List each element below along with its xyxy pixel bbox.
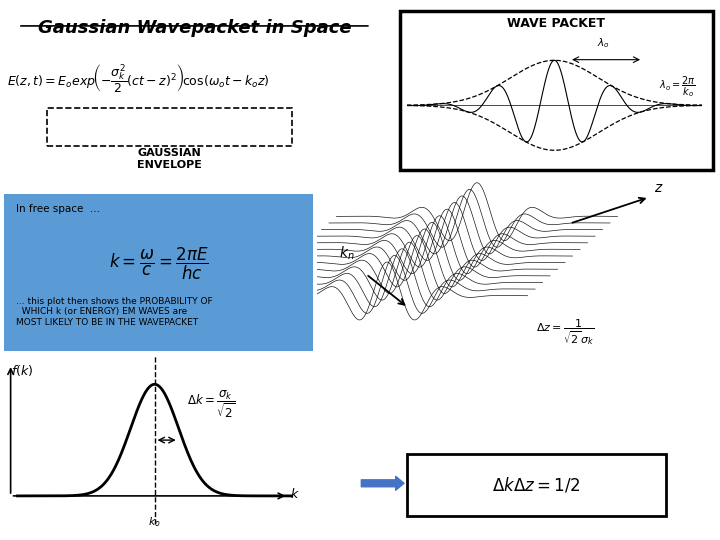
- Text: $\Delta k = \dfrac{\sigma_k}{\sqrt{2}}$: $\Delta k = \dfrac{\sigma_k}{\sqrt{2}}$: [187, 389, 235, 420]
- Text: $\lambda_o = \dfrac{2\pi}{k_o}$: $\lambda_o = \dfrac{2\pi}{k_o}$: [660, 74, 696, 99]
- Text: ... this plot then shows the PROBABILITY OF
  WHICH k (or ENERGY) EM WAVES are
M: ... this plot then shows the PROBABILITY…: [16, 297, 212, 327]
- Text: $k$: $k$: [290, 487, 300, 501]
- Bar: [400, 11, 713, 170]
- Text: $\lambda_o$: $\lambda_o$: [597, 36, 609, 50]
- Bar: [407, 454, 666, 516]
- FancyBboxPatch shape: [4, 194, 313, 351]
- Text: WAVE PACKET: WAVE PACKET: [507, 17, 606, 30]
- Text: $k_o$: $k_o$: [148, 515, 161, 529]
- Text: $\Delta k \Delta z = 1/2$: $\Delta k \Delta z = 1/2$: [492, 475, 580, 494]
- Text: $k_n$: $k_n$: [339, 245, 355, 262]
- Text: $\Delta z = \dfrac{1}{\sqrt{2}\,\sigma_k}$: $\Delta z = \dfrac{1}{\sqrt{2}\,\sigma_k…: [536, 318, 595, 347]
- Text: z: z: [654, 181, 662, 195]
- Text: GAUSSIAN
ENVELOPE: GAUSSIAN ENVELOPE: [137, 148, 202, 170]
- Text: $f(k)$: $f(k)$: [11, 362, 33, 377]
- Text: In free space  ...: In free space ...: [16, 204, 100, 214]
- Text: $E(z,t) = E_o exp\!\left(-\dfrac{\sigma_k^2}{2}(ct-z)^2\right)\!\cos(\omega_o t : $E(z,t) = E_o exp\!\left(-\dfrac{\sigma_…: [7, 62, 270, 95]
- Text: $k = \dfrac{\omega}{c} = \dfrac{2\pi E}{hc}$: $k = \dfrac{\omega}{c} = \dfrac{2\pi E}{…: [109, 246, 208, 282]
- Text: Gaussian Wavepacket in Space: Gaussian Wavepacket in Space: [37, 19, 351, 37]
- FancyArrowPatch shape: [361, 476, 404, 490]
